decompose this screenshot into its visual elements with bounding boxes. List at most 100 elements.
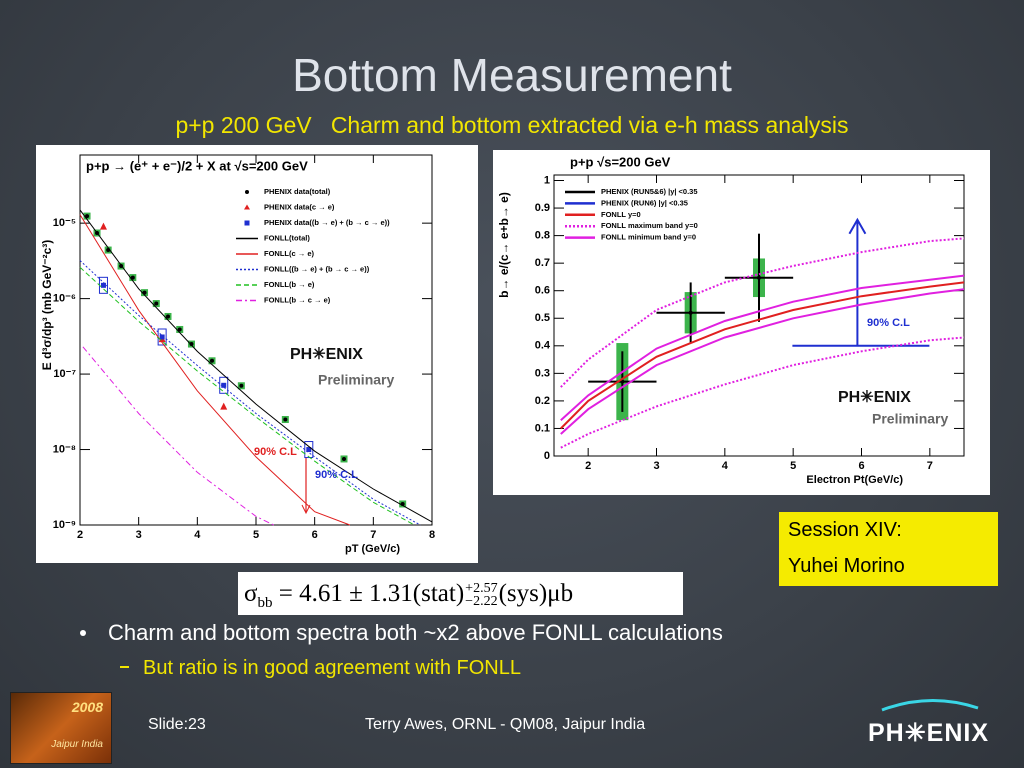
formula-body: = 4.61 ± 1.31(stat) (278, 580, 465, 607)
x-tick-label: 8 (429, 529, 435, 541)
x-tick-label: 4 (194, 529, 201, 541)
bullet: Charm and bottom spectra both ~x2 above … (80, 620, 723, 646)
conference-badge: 2008 Jaipur India (10, 692, 112, 764)
data-point (154, 301, 159, 306)
plot-frame (79, 154, 433, 526)
data-point (189, 342, 194, 347)
data-point (283, 417, 288, 422)
chart-title: p+p → (e⁺ + e⁻)/2 + X at √s=200 GeV (86, 158, 308, 173)
data-point (99, 222, 107, 230)
x-tick-label: 3 (136, 529, 142, 541)
curve (560, 281, 965, 430)
sub-bullet: But ratio is in good agreement with FONL… (120, 657, 521, 680)
formula-tail: (sys)μb (498, 580, 574, 607)
data-point (239, 383, 244, 388)
chart-title: p+p √s=200 GeV (570, 154, 671, 169)
y-tick-label: 0.6 (535, 285, 550, 297)
legend-label: FONLL y=0 (601, 210, 641, 219)
curve (79, 260, 421, 526)
curve (560, 274, 965, 421)
x-axis-label: Electron Pt(GeV/c) (806, 474, 903, 486)
phenix-logo: PH✳ENIX (868, 719, 990, 747)
limit-arrow-head (301, 504, 311, 515)
point-outline (219, 376, 229, 394)
data-point (100, 282, 106, 288)
data-point (221, 382, 227, 388)
y-tick-label: 0.4 (535, 340, 551, 352)
curve (79, 214, 351, 526)
slide-title: Bottom Measurement (292, 49, 732, 101)
legend-label: FONLL(total) (264, 233, 310, 242)
x-axis-label: pT (GeV/c) (345, 543, 400, 555)
formula-lhs-sub: bb (257, 595, 273, 611)
legend-swatch (244, 220, 250, 226)
data-point (688, 310, 693, 315)
y-tick-label: 10⁻⁵ (53, 217, 76, 229)
legend-swatch (245, 190, 249, 194)
watermark-logo: PH✳ENIX (290, 346, 363, 363)
curve (560, 288, 965, 435)
legend-label: PHENIX data((b → e) + (b → c → e)) (264, 218, 390, 227)
x-tick-label: 2 (77, 529, 83, 541)
x-tick-label: 6 (858, 460, 864, 472)
annotation: 90% C.L (867, 317, 910, 329)
y-tick-label: 10⁻⁸ (53, 443, 76, 455)
formula-sup: +2.57 (465, 581, 498, 597)
y-axis-label: b→ e/(c→ e+b→ e) (497, 192, 511, 298)
legend-label: FONLL((b → e) + (b → c → e)) (264, 264, 370, 273)
bullet-text: Charm and bottom spectra both ~x2 above … (108, 620, 723, 645)
curve (82, 346, 274, 526)
curve (560, 237, 965, 388)
session-box: Session XIV: Yuhei Morino (779, 512, 998, 586)
bullet-dash (120, 666, 129, 668)
data-point (177, 327, 182, 332)
data-point (159, 334, 165, 340)
footer-credit: Terry Awes, ORNL - QM08, Jaipur India (365, 716, 646, 733)
annotation: 90% C.L (315, 469, 358, 481)
formula-lhs: σ (244, 580, 258, 607)
limit-arrow-head (848, 217, 867, 235)
y-tick-label: 10⁻⁷ (53, 368, 76, 380)
y-tick-label: 0.3 (535, 367, 550, 379)
badge-year: 2008 (71, 699, 103, 715)
sub-bullet-text: But ratio is in good agreement with FONL… (143, 657, 521, 679)
legend-label: FONLL maximum band y=0 (601, 221, 698, 230)
y-tick-label: 0.5 (535, 312, 550, 324)
y-axis-label: E d³σ/dp³ (mb GeV⁻²c³) (40, 240, 54, 371)
x-tick-label: 5 (253, 529, 259, 541)
data-point (166, 314, 170, 319)
y-tick-label: 0.9 (535, 202, 550, 214)
y-tick-label: 10⁻⁶ (53, 293, 76, 305)
slide-number: Slide:23 (148, 716, 206, 733)
y-tick-label: 0.8 (535, 230, 550, 242)
y-tick-label: 0 (544, 450, 550, 462)
data-point (85, 214, 90, 219)
session-line: Yuhei Morino (788, 555, 905, 577)
x-tick-label: 2 (585, 460, 591, 472)
formula-sub: −2.22 (465, 594, 498, 610)
y-tick-label: 10⁻⁹ (53, 519, 76, 531)
legend-swatch (244, 204, 250, 210)
legend-label: FONLL(c → e) (264, 249, 315, 258)
slide-subtitle: p+p 200 GeV Charm and bottom extracted v… (175, 112, 849, 138)
legend-label: PHENIX (RUN6) |y| <0.35 (601, 198, 688, 207)
legend-label: PHENIX data(total) (264, 187, 331, 196)
curve (79, 209, 433, 523)
y-tick-label: 0.1 (535, 422, 550, 434)
data-point (342, 456, 346, 461)
watermark-logo: PH✳ENIX (838, 389, 911, 406)
legend-label: FONLL minimum band y=0 (601, 233, 696, 242)
curve (79, 266, 415, 526)
y-tick-label: 1 (544, 174, 550, 186)
legend-label: PHENIX data(c → e) (264, 202, 335, 211)
logo-swoosh (881, 699, 979, 712)
session-line: Session XIV: (788, 519, 902, 541)
x-tick-label: 5 (790, 460, 796, 472)
spectrum-chart: 2 3 4 5 6 7 8 10⁻⁹ 10⁻⁸ 10⁻⁷ 10⁻⁶ 10⁻⁵ p+p → (e⁺ + e… (36, 145, 478, 563)
bullet-dot (80, 630, 86, 636)
ratio-chart: 2 3 4 5 6 7 0 0.1 0.2 0.3 0.4 0.5 0.6 0.7 0.8 0.9 1 p+p √… (493, 150, 990, 495)
watermark-text: Preliminary (318, 372, 394, 388)
x-tick-label: 6 (312, 529, 318, 541)
badge-sub: Jaipur India (51, 739, 103, 750)
